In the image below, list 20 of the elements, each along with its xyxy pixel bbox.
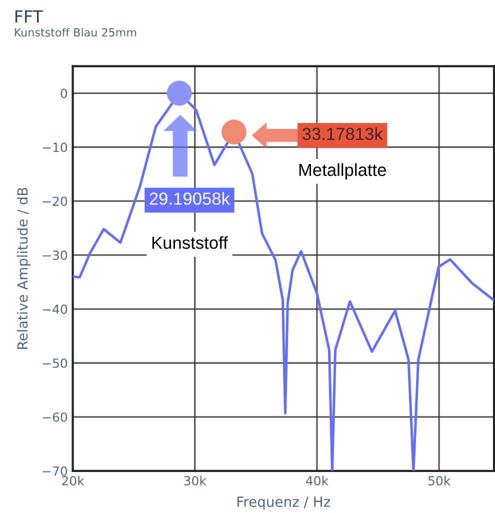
annotation: Metallplatte bbox=[299, 163, 386, 180]
x-tick-label: 20k bbox=[62, 476, 84, 486]
x-tick-label: 30k bbox=[184, 476, 206, 486]
y-tick-label: −30 bbox=[42, 250, 68, 260]
y-tick-label: −70 bbox=[42, 466, 68, 476]
chart-title: FFT bbox=[15, 10, 43, 23]
y-axis-title: Relative Amplitude / dB bbox=[16, 188, 30, 349]
x-tick-label: 50k bbox=[428, 476, 451, 486]
annotation: 33.17813k bbox=[302, 127, 383, 140]
y-tick-label: −20 bbox=[42, 196, 68, 206]
annotation: 29.19058k bbox=[150, 192, 230, 205]
chart-subtitle: Kunststoff Blau 25mm bbox=[14, 28, 136, 37]
y-tick-label: 0 bbox=[60, 88, 68, 98]
x-tick-label: 40k bbox=[306, 476, 328, 486]
x-axis-title: Frequenz / Hz bbox=[238, 496, 330, 510]
annotation: Kunststoff bbox=[152, 236, 228, 249]
y-tick-label: −50 bbox=[42, 358, 68, 368]
y-tick-label: −10 bbox=[42, 142, 68, 152]
y-tick-label: −60 bbox=[42, 412, 68, 422]
y-tick-label: −40 bbox=[42, 304, 68, 314]
